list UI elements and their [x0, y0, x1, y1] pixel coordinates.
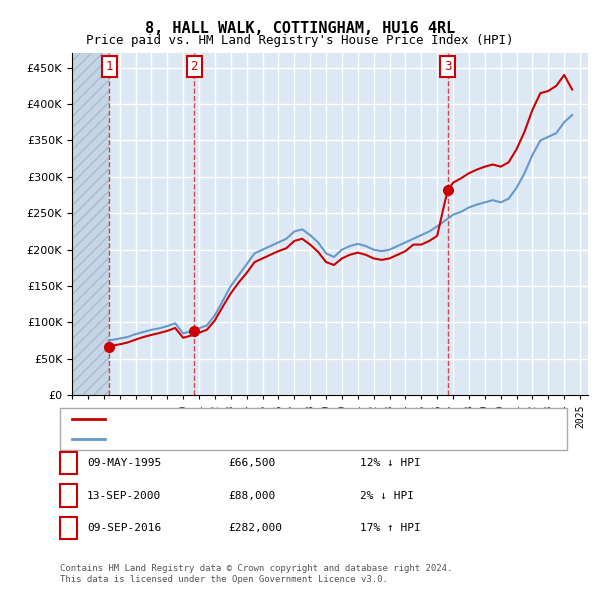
Text: 2: 2	[191, 60, 198, 73]
Text: 2% ↓ HPI: 2% ↓ HPI	[360, 491, 414, 500]
Text: £88,000: £88,000	[228, 491, 275, 500]
Text: Price paid vs. HM Land Registry's House Price Index (HPI): Price paid vs. HM Land Registry's House …	[86, 34, 514, 47]
Text: £66,500: £66,500	[228, 458, 275, 468]
Text: 1: 1	[106, 60, 113, 73]
Text: 3: 3	[444, 60, 452, 73]
Text: 2: 2	[65, 491, 72, 500]
Text: Contains HM Land Registry data © Crown copyright and database right 2024.: Contains HM Land Registry data © Crown c…	[60, 565, 452, 573]
Text: 12% ↓ HPI: 12% ↓ HPI	[360, 458, 421, 468]
Text: 3: 3	[65, 523, 72, 533]
Text: £282,000: £282,000	[228, 523, 282, 533]
Text: This data is licensed under the Open Government Licence v3.0.: This data is licensed under the Open Gov…	[60, 575, 388, 584]
Text: 8, HALL WALK, COTTINGHAM, HU16 4RL: 8, HALL WALK, COTTINGHAM, HU16 4RL	[145, 21, 455, 35]
Text: HPI: Average price, detached house, East Riding of Yorkshire: HPI: Average price, detached house, East…	[111, 434, 486, 444]
Text: 13-SEP-2000: 13-SEP-2000	[87, 491, 161, 500]
Text: 09-SEP-2016: 09-SEP-2016	[87, 523, 161, 533]
Text: 8, HALL WALK, COTTINGHAM, HU16 4RL (detached house): 8, HALL WALK, COTTINGHAM, HU16 4RL (deta…	[111, 414, 430, 424]
Bar	[72, 53, 109, 395]
Text: 1: 1	[65, 458, 72, 468]
Text: 09-MAY-1995: 09-MAY-1995	[87, 458, 161, 468]
Text: 17% ↑ HPI: 17% ↑ HPI	[360, 523, 421, 533]
